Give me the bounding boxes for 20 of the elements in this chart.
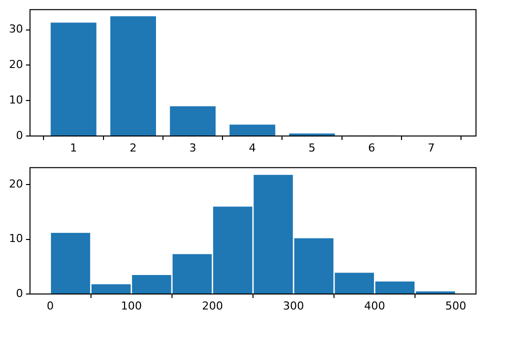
y-tick-label: 0 [16,128,23,142]
x-tick-label: 2 [130,141,137,154]
x-tick-label: 200 [202,299,223,312]
x-tick-label: 6 [368,141,376,154]
x-tick-label: 5 [308,141,316,154]
x-tick-label: 300 [283,299,304,312]
y-tick-label: 30 [9,22,23,36]
y-tick-label: 10 [9,232,23,246]
x-tick-label: 4 [248,141,256,154]
x-tick-label: 100 [120,299,142,312]
x-tick-label: 7 [428,141,435,154]
y-tick-label: 10 [9,93,23,106]
x-tick-label: 400 [364,299,386,312]
x-tick-label: 0 [46,299,54,312]
x-tick-label: 1 [70,141,78,154]
y-tick-label: 20 [9,58,23,72]
x-tick-label: 500 [445,299,466,312]
y-tick-label: 0 [16,286,23,300]
x-tick-label: 3 [189,141,196,154]
y-tick-label: 20 [9,177,23,190]
